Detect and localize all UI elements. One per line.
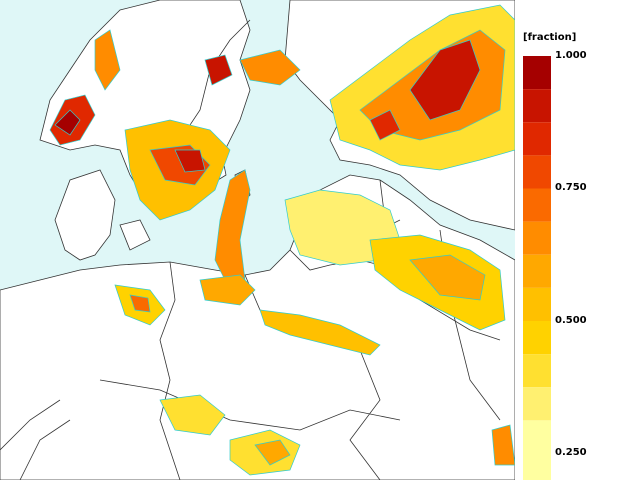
legend-band-6	[523, 254, 551, 288]
legend-band-11	[523, 420, 551, 454]
cloud-fraction-map	[0, 0, 515, 480]
cloud-region-southeast	[491, 424, 515, 466]
cloud-region-belarus-core	[409, 254, 486, 301]
legend: [fraction] 1.000 0.750 0.500 0.250	[515, 0, 640, 480]
cloud-region-northeast-peak2	[369, 109, 401, 141]
cloud-region-czech	[159, 394, 226, 436]
legend-colorbar	[523, 56, 551, 480]
legend-tick-0250: 0.250	[555, 447, 587, 458]
cloud-region-germany-north-core	[129, 294, 151, 313]
legend-band-5	[523, 221, 551, 255]
legend-tick-0500: 0.500	[555, 315, 587, 326]
legend-band-9	[523, 354, 551, 388]
cloud-region-sweden-north-core	[204, 54, 233, 86]
legend-tick-0750: 0.750	[555, 182, 587, 193]
legend-band-2	[523, 122, 551, 156]
cloud-region-pomerania	[199, 274, 256, 306]
cloud-fraction-field	[49, 4, 515, 476]
cloud-region-norway-streak	[94, 29, 121, 91]
legend-band-1	[523, 89, 551, 123]
legend-band-3	[523, 155, 551, 189]
legend-band-tail	[523, 453, 551, 480]
cloud-region-poland-band	[259, 309, 381, 356]
cloud-region-sweden-south-peak	[174, 149, 206, 173]
cloud-region-sweden-north	[239, 49, 301, 86]
cloud-region-norway-core	[54, 109, 81, 136]
cloud-region-slovakia-core	[254, 439, 291, 466]
legend-band-4	[523, 188, 551, 222]
legend-band-10	[523, 387, 551, 421]
legend-tick-1000: 1.000	[555, 50, 587, 61]
legend-band-0	[523, 56, 551, 90]
cloud-region-northeast-peak	[409, 39, 481, 121]
legend-title: [fraction]	[523, 32, 577, 43]
legend-band-7	[523, 287, 551, 321]
legend-band-8	[523, 321, 551, 355]
